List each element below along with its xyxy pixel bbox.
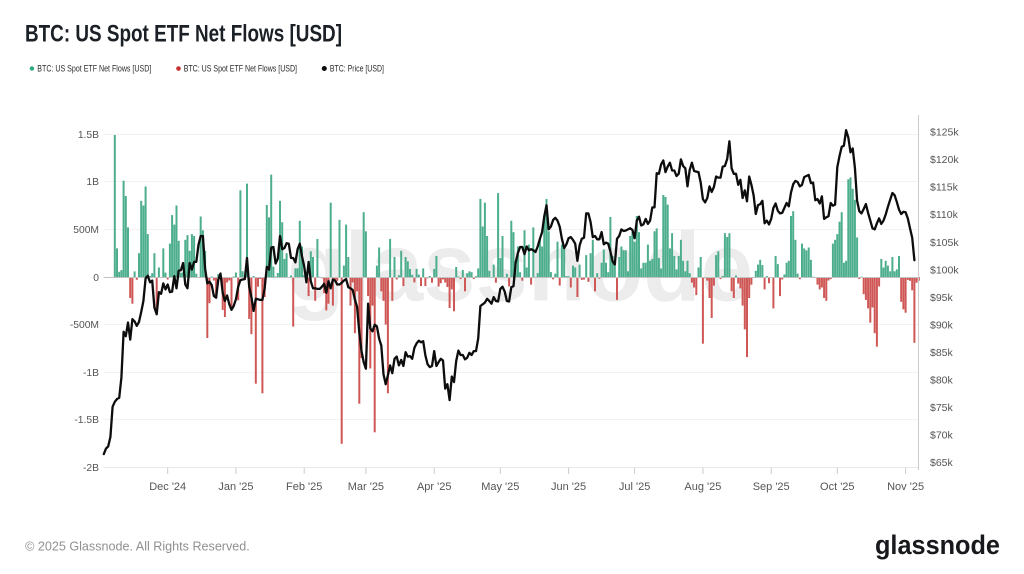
svg-text:BTC: US Spot ETF Net Flows [US: BTC: US Spot ETF Net Flows [USD] xyxy=(37,63,151,73)
svg-text:Dec '24: Dec '24 xyxy=(149,481,186,493)
svg-text:$115k: $115k xyxy=(930,182,959,194)
svg-text:Feb '25: Feb '25 xyxy=(286,481,322,493)
svg-text:Mar '25: Mar '25 xyxy=(348,481,384,493)
svg-text:-1.5B: -1.5B xyxy=(74,415,99,426)
svg-text:© 2025 Glassnode. All Rights R: © 2025 Glassnode. All Rights Reserved. xyxy=(25,539,250,554)
svg-text:$85k: $85k xyxy=(930,347,954,359)
svg-text:glassnode: glassnode xyxy=(875,530,1000,560)
svg-text:Sep '25: Sep '25 xyxy=(753,481,790,493)
svg-text:$95k: $95k xyxy=(930,292,954,304)
svg-text:500M: 500M xyxy=(73,225,99,236)
svg-text:-2B: -2B xyxy=(83,463,99,474)
svg-text:Aug '25: Aug '25 xyxy=(684,481,721,493)
svg-text:$75k: $75k xyxy=(930,402,954,414)
svg-text:Jun '25: Jun '25 xyxy=(551,481,586,493)
svg-text:$70k: $70k xyxy=(930,430,954,442)
svg-text:Nov '25: Nov '25 xyxy=(887,481,924,493)
svg-text:-500M: -500M xyxy=(70,320,99,331)
svg-text:BTC: US Spot ETF Net Flows [US: BTC: US Spot ETF Net Flows [USD] xyxy=(184,63,297,73)
svg-text:$100k: $100k xyxy=(930,264,959,276)
svg-text:$110k: $110k xyxy=(930,209,959,221)
svg-text:Jan '25: Jan '25 xyxy=(218,481,253,493)
svg-text:-1B: -1B xyxy=(83,368,99,379)
svg-text:BTC: US Spot ETF Net Flows [US: BTC: US Spot ETF Net Flows [USD] xyxy=(25,20,342,47)
svg-text:May '25: May '25 xyxy=(481,481,519,493)
svg-text:1B: 1B xyxy=(86,177,99,188)
svg-text:$80k: $80k xyxy=(930,375,954,387)
svg-text:$120k: $120k xyxy=(930,154,959,166)
svg-text:$90k: $90k xyxy=(930,319,954,331)
svg-text:Apr '25: Apr '25 xyxy=(417,481,452,493)
svg-text:$65k: $65k xyxy=(930,457,954,469)
svg-text:1.5B: 1.5B xyxy=(78,130,99,141)
svg-text:Oct '25: Oct '25 xyxy=(820,481,855,493)
svg-text:BTC: Price [USD]: BTC: Price [USD] xyxy=(330,63,384,73)
svg-text:0: 0 xyxy=(93,273,99,284)
svg-text:$105k: $105k xyxy=(930,237,959,249)
svg-text:$125k: $125k xyxy=(930,127,959,139)
svg-text:Jul '25: Jul '25 xyxy=(619,481,650,493)
